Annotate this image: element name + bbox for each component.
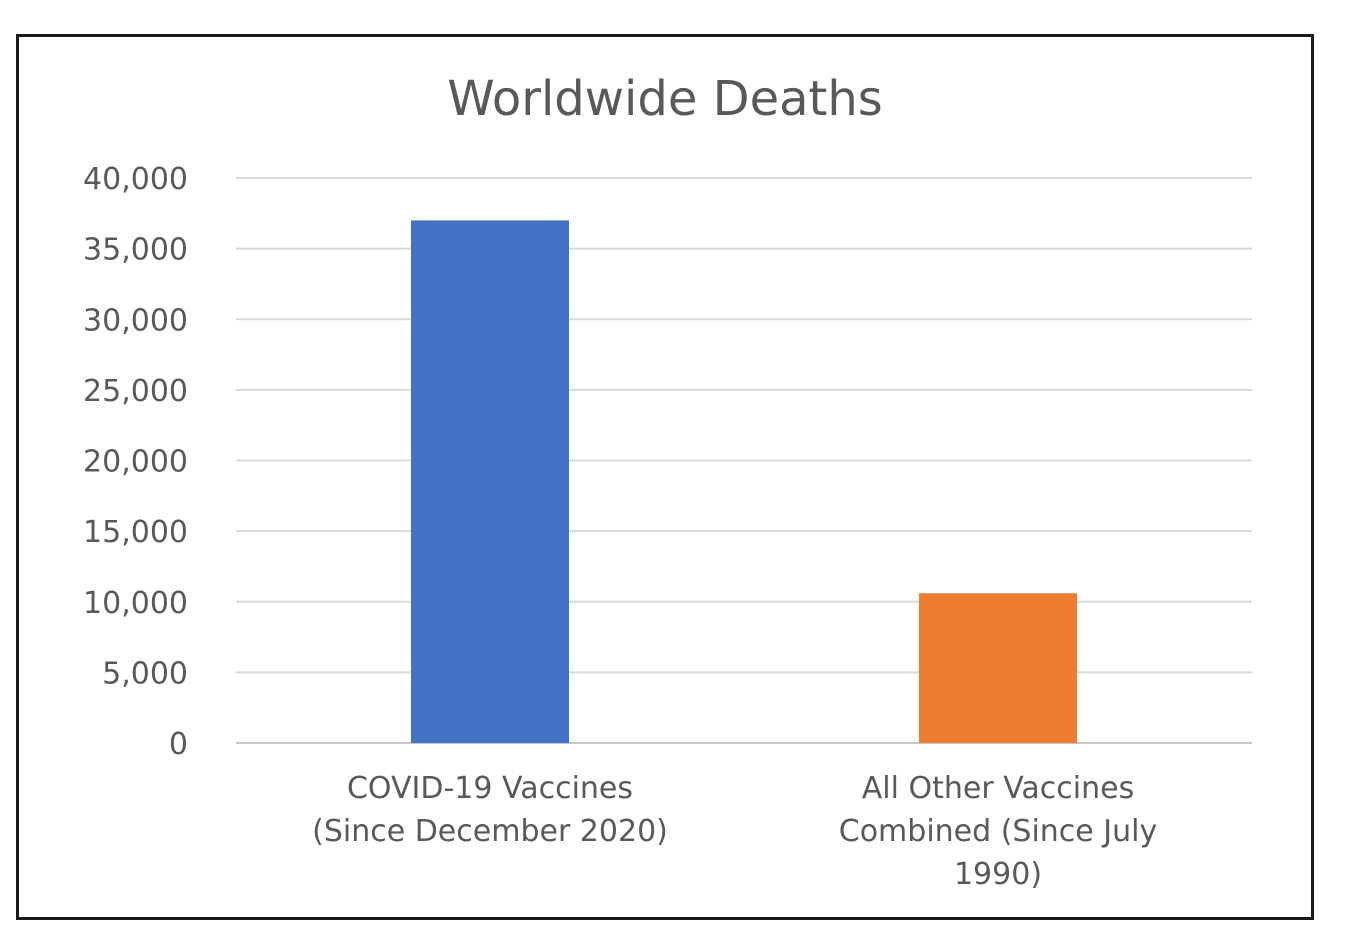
- bar: [411, 220, 569, 743]
- x-category-label-line: (Since December 2020): [312, 814, 668, 849]
- y-tick-label: 35,000: [83, 233, 188, 268]
- y-tick-label: 30,000: [83, 303, 188, 338]
- x-category-label-line: All Other Vaccines: [862, 771, 1134, 806]
- y-tick-label: 15,000: [83, 515, 188, 550]
- chart-title: Worldwide Deaths: [447, 71, 883, 127]
- bars: [411, 220, 1077, 743]
- x-category-label-line: COVID-19 Vaccines: [347, 771, 633, 806]
- y-tick-label: 5,000: [102, 656, 188, 691]
- y-tick-label: 40,000: [83, 162, 188, 197]
- y-tick-label: 25,000: [83, 374, 188, 409]
- gridlines: [236, 177, 1252, 744]
- x-category-label: COVID-19 Vaccines (Since December 2020): [312, 771, 668, 849]
- x-category-label-line: Combined (Since July: [839, 814, 1158, 849]
- bar: [919, 593, 1077, 743]
- y-tick-label: 10,000: [83, 586, 188, 621]
- y-tick-label: 0: [169, 727, 188, 762]
- x-category-label-line: 1990): [954, 857, 1042, 892]
- x-category-label: All Other Vaccines Combined (Since July 19…: [839, 771, 1158, 892]
- x-axis-categories: COVID-19 Vaccines (Since December 2020) Al…: [312, 771, 1157, 892]
- y-axis-ticks: 0 5,000 10,000 15,000 20,000 25,000 30,000 35,0…: [83, 162, 188, 762]
- y-tick-label: 20,000: [83, 445, 188, 480]
- chart-frame: [16, 34, 1314, 920]
